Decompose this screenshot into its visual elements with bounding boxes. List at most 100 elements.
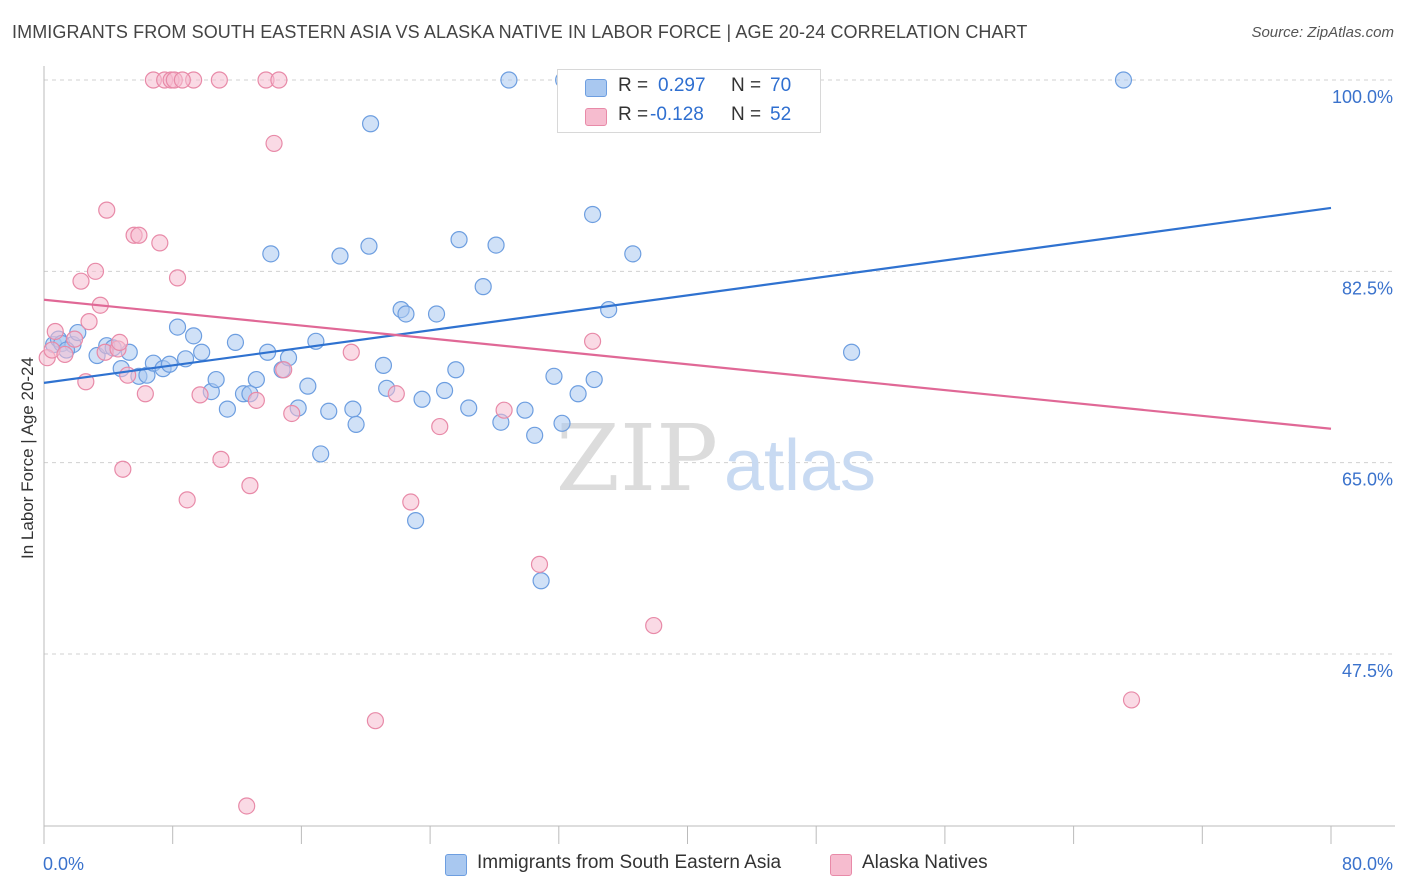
data-point-immigrants: [842, 343, 861, 361]
legend-swatch-pink: [585, 108, 607, 126]
data-point-alaska: [114, 460, 132, 478]
data-point-immigrants: [331, 247, 349, 265]
legend-n-value: 52: [770, 104, 792, 125]
bottom-legend-label: Alaska Natives: [862, 852, 988, 873]
data-point-immigrants: [569, 385, 587, 403]
y-tick-label: 82.5%: [1342, 278, 1393, 298]
data-point-immigrants: [487, 236, 505, 254]
data-point-immigrants: [450, 231, 468, 249]
data-point-immigrants: [585, 370, 603, 389]
data-point-alaska: [72, 272, 90, 290]
data-point-immigrants: [624, 245, 642, 263]
legend-n-label: N =: [731, 75, 762, 96]
legend-swatch-blue: [585, 79, 607, 97]
data-point-immigrants: [435, 381, 454, 400]
data-point-immigrants: [553, 414, 571, 432]
legend-r-label: R =: [618, 75, 649, 96]
data-point-alaska: [530, 555, 549, 573]
y-axis-label: In Labor Force | Age 20-24: [18, 357, 37, 559]
data-point-alaska: [583, 332, 602, 350]
x-tick-label: 0.0%: [43, 854, 84, 874]
data-point-immigrants: [247, 370, 265, 389]
data-point-alaska: [210, 71, 228, 89]
data-point-immigrants: [226, 333, 245, 351]
data-point-immigrants: [500, 71, 518, 89]
watermark-atlas: atlas: [724, 426, 876, 506]
data-point-alaska: [151, 234, 169, 252]
data-point-immigrants: [312, 445, 330, 463]
legend-row-immigrants: R = 0.297 N = 70: [558, 72, 820, 102]
axes: [43, 66, 1395, 844]
correlation-legend: R = 0.297 N = 70 R = -0.128 N = 52: [557, 69, 821, 133]
legend-r-value: -0.128: [650, 104, 704, 125]
trend-lines: [43, 206, 1332, 430]
legend-n-label: N =: [731, 104, 762, 125]
series-alaska-points: [38, 71, 1141, 815]
y-tick-label: 100.0%: [1332, 87, 1393, 107]
y-tick-label: 47.5%: [1342, 661, 1393, 681]
legend-n-value: 70: [770, 75, 792, 96]
data-point-immigrants: [1114, 71, 1133, 89]
data-point-immigrants: [447, 361, 465, 379]
data-point-alaska: [238, 797, 256, 815]
data-point-alaska: [191, 386, 209, 404]
source-credit: Source: ZipAtlas.com: [1251, 24, 1394, 41]
data-point-immigrants: [516, 401, 534, 419]
trend-line-immigrants: [43, 206, 1332, 384]
data-point-immigrants: [218, 400, 236, 418]
data-point-immigrants: [262, 245, 280, 263]
data-point-immigrants: [360, 237, 378, 255]
tick-labels: 100.0% 82.5% 65.0% 47.5% 0.0% 80.0%: [43, 87, 1393, 874]
data-point-alaska: [130, 226, 148, 244]
data-point-immigrants: [397, 305, 415, 323]
data-point-immigrants: [545, 367, 563, 385]
data-point-alaska: [342, 343, 360, 361]
data-point-alaska: [495, 401, 513, 419]
data-point-alaska: [212, 450, 230, 468]
data-point-immigrants: [361, 115, 380, 133]
data-point-immigrants: [344, 400, 362, 418]
data-point-immigrants: [526, 426, 544, 444]
bottom-legend-label: Immigrants from South Eastern Asia: [477, 852, 782, 873]
data-point-alaska: [645, 616, 663, 635]
data-point-immigrants: [185, 327, 203, 345]
legend-r-value: 0.297: [658, 75, 706, 96]
bottom-legend-swatch-pink: [830, 854, 852, 876]
data-point-alaska: [168, 269, 187, 287]
data-point-immigrants: [460, 399, 478, 417]
data-point-alaska: [402, 493, 420, 511]
data-point-alaska: [111, 333, 129, 351]
data-point-immigrants: [320, 402, 338, 420]
data-point-immigrants: [583, 205, 602, 224]
data-point-immigrants: [474, 278, 492, 296]
data-point-immigrants: [193, 343, 211, 361]
data-point-immigrants: [600, 301, 618, 319]
data-point-immigrants: [168, 318, 187, 336]
data-point-alaska: [431, 417, 449, 436]
data-point-alaska: [265, 134, 283, 153]
chart-title: IMMIGRANTS FROM SOUTH EASTERN ASIA VS AL…: [12, 22, 1028, 42]
data-point-alaska: [136, 385, 154, 403]
data-point-alaska: [80, 313, 98, 331]
data-point-alaska: [56, 345, 74, 364]
data-point-alaska: [387, 385, 405, 403]
data-point-alaska: [241, 477, 259, 495]
data-point-alaska: [283, 404, 301, 423]
data-point-immigrants: [413, 390, 431, 408]
data-point-alaska: [119, 366, 137, 384]
y-tick-label: 65.0%: [1342, 470, 1393, 490]
bottom-legend-swatch-blue: [445, 854, 467, 876]
data-point-alaska: [1122, 691, 1141, 709]
data-point-alaska: [86, 262, 105, 280]
data-point-alaska: [275, 361, 293, 379]
x-tick-label: 80.0%: [1342, 854, 1393, 874]
data-point-immigrants: [407, 512, 425, 530]
trend-line-alaska: [43, 298, 1332, 430]
data-point-immigrants: [347, 415, 365, 433]
data-point-immigrants: [207, 370, 225, 389]
data-point-alaska: [247, 391, 265, 409]
data-point-immigrants: [532, 572, 550, 590]
data-point-immigrants: [374, 356, 393, 374]
data-point-alaska: [46, 322, 64, 341]
